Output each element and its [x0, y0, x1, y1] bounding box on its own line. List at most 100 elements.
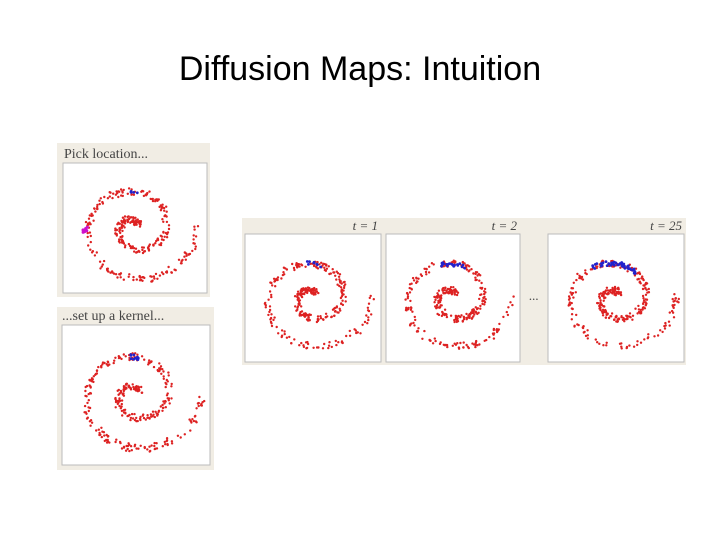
dot: [298, 344, 301, 347]
dot: [319, 315, 322, 318]
dot: [112, 272, 116, 275]
dot: [162, 238, 165, 242]
dot: [626, 265, 629, 268]
dot: [119, 272, 123, 275]
dot: [463, 262, 466, 265]
dot: [475, 339, 478, 343]
dot: [480, 281, 483, 285]
dot: [276, 276, 280, 279]
dot: [604, 316, 608, 319]
dot: [605, 344, 608, 347]
dot: [166, 443, 169, 447]
dot: [90, 421, 94, 424]
dot: [450, 262, 454, 266]
dot: [121, 194, 125, 198]
dot: [270, 324, 274, 328]
dot: [95, 207, 99, 211]
dot: [107, 434, 110, 438]
dot: [412, 321, 415, 325]
dot: [628, 344, 631, 347]
dot: [165, 220, 169, 224]
dot: [332, 271, 335, 274]
dot: [636, 312, 639, 315]
dot: [141, 414, 144, 417]
dot: [167, 374, 170, 377]
dot: [132, 247, 136, 250]
dot: [123, 246, 127, 249]
dot: [366, 309, 370, 312]
dot: [84, 389, 87, 393]
dot: [611, 290, 615, 293]
dot: [452, 286, 455, 289]
dot: [475, 278, 478, 282]
dot: [110, 270, 114, 273]
dot: [637, 271, 640, 275]
dot: [620, 347, 623, 350]
dot: [136, 353, 139, 356]
dot: [191, 249, 194, 253]
dot: [122, 385, 126, 388]
dot: [133, 356, 137, 360]
dot: [478, 279, 481, 282]
dot: [135, 191, 139, 195]
dot: [643, 338, 646, 341]
dot: [601, 261, 605, 265]
dot: [312, 293, 315, 296]
dot: [158, 362, 161, 365]
dot: [87, 406, 90, 409]
dot: [154, 272, 158, 276]
dot: [192, 234, 195, 237]
dot: [466, 316, 469, 319]
dot: [451, 260, 454, 264]
dot: [441, 288, 444, 291]
dot: [645, 282, 649, 285]
dot: [118, 238, 121, 241]
dot: [151, 415, 154, 418]
dot: [146, 414, 149, 417]
dot: [356, 331, 359, 334]
dot: [598, 305, 601, 308]
dot: [119, 188, 123, 191]
dot: [136, 355, 139, 359]
dot: [643, 284, 646, 287]
dot: [159, 365, 163, 368]
dot: [586, 329, 589, 332]
dot: [369, 294, 372, 298]
dot: [668, 324, 671, 327]
dot: [315, 288, 318, 291]
dot: [607, 316, 611, 320]
dot: [167, 224, 171, 227]
dot: [162, 231, 165, 234]
dot: [88, 231, 92, 234]
dot: [291, 262, 294, 266]
dot: [268, 290, 272, 293]
dot: [152, 365, 156, 369]
dot: [132, 219, 135, 222]
dot: [440, 264, 444, 267]
dot: [118, 397, 121, 400]
dot: [124, 449, 128, 452]
dot: [86, 401, 89, 405]
dot: [663, 324, 666, 328]
dot: [448, 288, 451, 291]
dot: [116, 276, 119, 279]
dot: [645, 298, 649, 301]
dot: [620, 261, 624, 264]
dot: [474, 345, 477, 349]
dot: [478, 297, 481, 301]
dot: [462, 346, 465, 349]
slide-title: Diffusion Maps: Intuition: [179, 50, 541, 88]
dot: [315, 320, 319, 324]
dot: [620, 315, 623, 318]
dot: [434, 305, 437, 308]
dot: [420, 274, 424, 278]
dot: [185, 254, 188, 257]
dot: [140, 355, 144, 358]
dot: [269, 318, 272, 321]
dot: [118, 440, 122, 444]
dot: [89, 234, 93, 238]
dot: [120, 399, 124, 402]
dot: [165, 439, 168, 443]
dot: [602, 299, 605, 302]
dot: [673, 303, 676, 307]
